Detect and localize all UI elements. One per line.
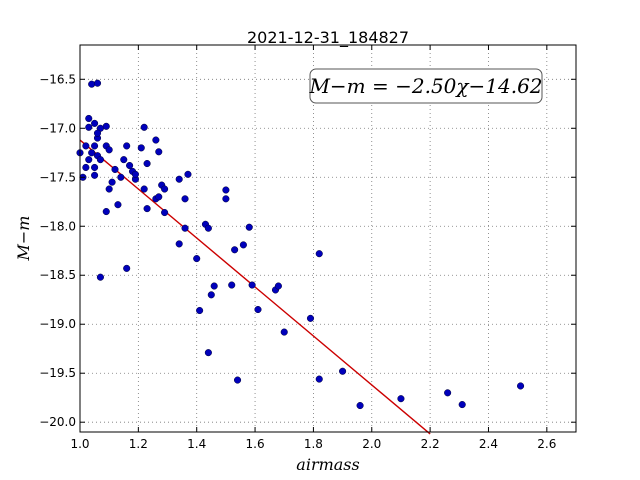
data-point [181,224,189,232]
data-point [85,156,93,164]
x-tick-label: 1.8 [304,437,323,451]
data-point [204,224,212,232]
data-point [234,376,242,384]
data-point [204,349,212,357]
data-point [315,250,323,258]
data-point [181,195,189,203]
fit-equation: M−m = −2.50χ−14.62 [308,74,542,98]
data-point [222,195,230,203]
data-point [93,129,102,137]
data-point [96,156,104,164]
data-point [152,136,160,144]
x-tick-label: 1.4 [187,437,206,451]
data-point [239,241,247,249]
data-point [114,201,122,209]
data-point [85,123,93,131]
data-point [111,165,119,173]
data-point [123,264,131,272]
data-point [339,367,347,375]
data-point [193,255,201,263]
data-point [175,240,183,248]
data-point [155,148,163,156]
y-tick-label: −19.5 [39,366,76,380]
equation-box-border [309,68,543,104]
data-point [175,175,183,183]
x-tick-label: 1.0 [70,437,89,451]
data-point [444,389,452,397]
data-point [517,382,525,390]
plot-frame [79,44,577,433]
data-point [143,205,151,213]
data-point [280,328,288,336]
data-point [123,142,131,150]
data-point [231,246,239,254]
data-point [96,273,104,281]
data-point [155,193,163,201]
data-point [228,281,236,289]
data-point [126,161,134,170]
data-point [85,114,93,123]
y-tick-label: −20.0 [39,415,76,429]
data-points [76,79,525,410]
y-tick-label: −16.5 [39,72,76,86]
x-tick-label: 2.2 [421,437,440,451]
data-point [248,281,256,289]
axis-ticks: 1.0 1.2 1.4 1.6 1.8 2.0 2.2 2.4 2.6 −16.5 −17.0 −17… [39,45,576,451]
y-tick-label: −17.0 [39,121,76,135]
data-point [315,375,323,383]
x-tick-label: 2.4 [479,437,498,451]
data-point [356,401,364,410]
data-point [245,223,253,231]
chart-title: 2021-12-31_184827 [247,28,409,48]
data-point [140,185,148,193]
data-point [91,142,99,150]
data-point [108,178,116,186]
data-point [161,185,169,193]
data-point [254,305,262,314]
data-point [91,119,99,127]
x-axis-label: airmass [296,455,359,474]
x-tick-label: 1.2 [129,437,148,451]
data-point [184,170,192,178]
grid-lines [79,45,576,432]
data-point [102,208,110,216]
data-point [82,142,90,150]
data-point [137,144,145,152]
data-point [397,395,405,403]
data-point [117,173,125,181]
data-point [88,80,96,88]
data-point [143,159,151,168]
data-point [91,171,99,179]
y-tick-label: −18.5 [39,268,76,282]
data-point [210,282,218,290]
data-point [222,186,230,194]
x-tick-label: 1.6 [246,437,265,451]
fit-equation-box: M−m = −2.50χ−14.62 [308,68,543,104]
data-point [140,123,148,131]
data-point [161,208,169,217]
y-tick-label: −19.0 [39,317,76,331]
x-tick-label: 2.0 [362,437,381,451]
data-point [105,146,113,154]
data-point [102,122,110,130]
y-axis-label: M−m [14,216,33,262]
data-point [196,306,204,315]
data-point [458,401,466,409]
x-tick-label: 2.6 [537,437,556,451]
data-point [91,163,99,172]
data-point [306,314,315,322]
data-point [82,163,90,172]
data-point [88,149,96,157]
y-tick-label: −18.0 [39,219,76,233]
data-point [207,291,215,299]
data-point [274,282,282,290]
y-tick-label: −17.5 [39,170,76,184]
data-point [105,185,113,193]
data-point [131,170,139,178]
data-point [93,79,102,87]
data-point [120,156,128,164]
